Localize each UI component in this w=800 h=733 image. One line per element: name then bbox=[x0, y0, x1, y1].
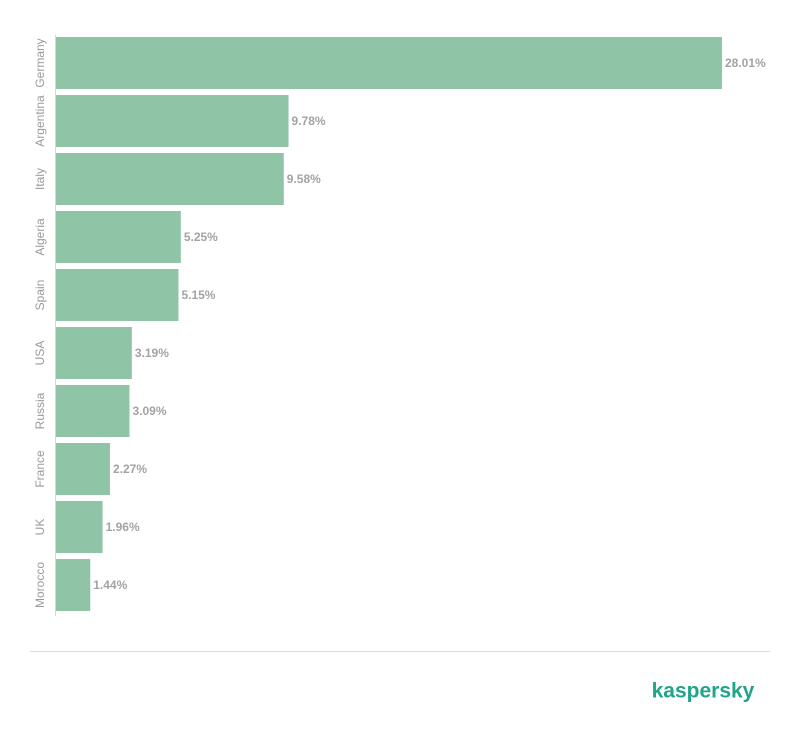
value-label: 9.58% bbox=[287, 172, 321, 186]
bar bbox=[56, 501, 103, 553]
value-label: 1.44% bbox=[93, 578, 127, 592]
bar bbox=[56, 559, 91, 611]
value-label: 28.01% bbox=[725, 56, 766, 70]
value-label: 5.25% bbox=[184, 230, 218, 244]
category-label: Algeria bbox=[33, 218, 47, 256]
value-label: 1.96% bbox=[106, 520, 140, 534]
brand-logo: kaspersky bbox=[652, 680, 755, 703]
bar bbox=[56, 443, 110, 495]
category-label: Germany bbox=[33, 38, 47, 87]
category-label: Russia bbox=[33, 392, 47, 429]
value-label: 3.19% bbox=[135, 346, 169, 360]
bar bbox=[56, 269, 179, 321]
value-label: 9.78% bbox=[292, 114, 326, 128]
value-label: 3.09% bbox=[132, 404, 166, 418]
bar bbox=[56, 385, 130, 437]
bar bbox=[56, 153, 284, 205]
bar bbox=[56, 37, 722, 89]
bar bbox=[56, 211, 181, 263]
category-label: Morocco bbox=[33, 562, 47, 608]
category-label: France bbox=[33, 450, 47, 488]
category-label: Italy bbox=[33, 168, 47, 190]
category-label: Spain bbox=[33, 280, 47, 311]
category-label: UK bbox=[33, 519, 47, 536]
bar bbox=[56, 327, 132, 379]
category-label: Argentina bbox=[33, 95, 47, 147]
bar bbox=[56, 95, 289, 147]
category-label: USA bbox=[33, 341, 47, 366]
value-label: 5.15% bbox=[181, 288, 215, 302]
value-label: 2.27% bbox=[113, 462, 147, 476]
